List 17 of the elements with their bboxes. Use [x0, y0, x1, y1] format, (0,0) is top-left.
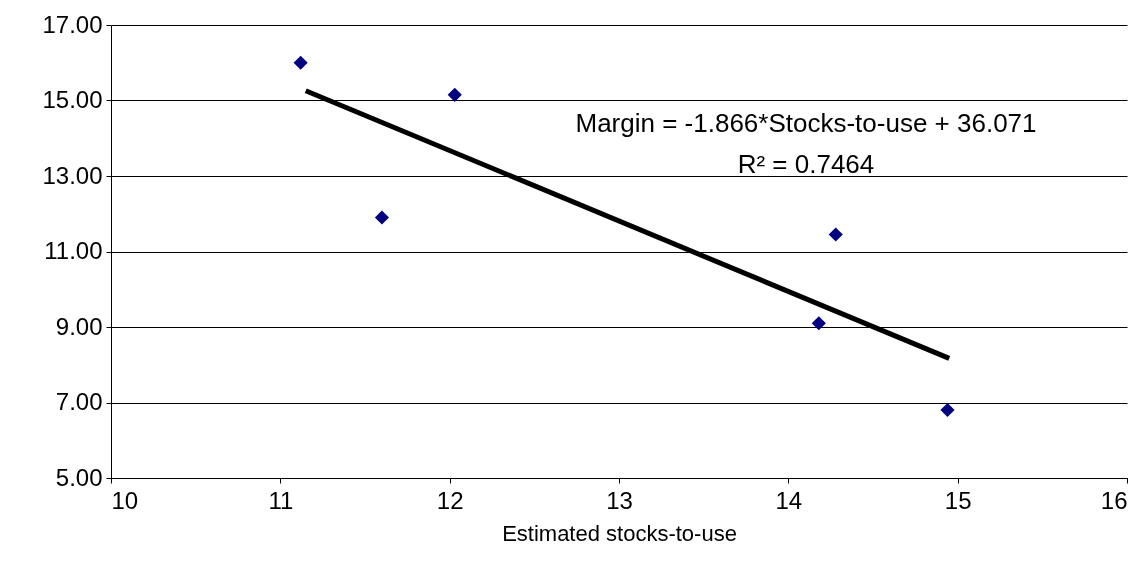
- x-tick-label: 14: [775, 486, 803, 514]
- x-tick-label: 16: [1100, 486, 1128, 514]
- x-axis-title: Estimated stocks-to-use: [502, 520, 737, 546]
- x-tick-label: 12: [436, 486, 464, 514]
- y-tick-label: 5.00: [55, 463, 103, 491]
- x-tick-label: 15: [944, 486, 972, 514]
- y-tick-label: 11.00: [44, 237, 103, 264]
- y-tick-label: 17.00: [42, 10, 103, 38]
- x-tick-label: 13: [606, 486, 633, 514]
- y-tick-label: 7.00: [55, 388, 103, 415]
- y-tick-label: 9.00: [55, 312, 103, 340]
- x-tick-label: 11: [268, 486, 294, 514]
- y-tick-label: 15.00: [42, 86, 103, 113]
- annotation: R² = 0.7464: [737, 149, 875, 179]
- annotation: Margin = -1.866*Stocks-to-use + 36.071: [575, 108, 1037, 138]
- y-tick-label: 13.00: [42, 161, 103, 189]
- x-tick-label: 10: [111, 486, 139, 514]
